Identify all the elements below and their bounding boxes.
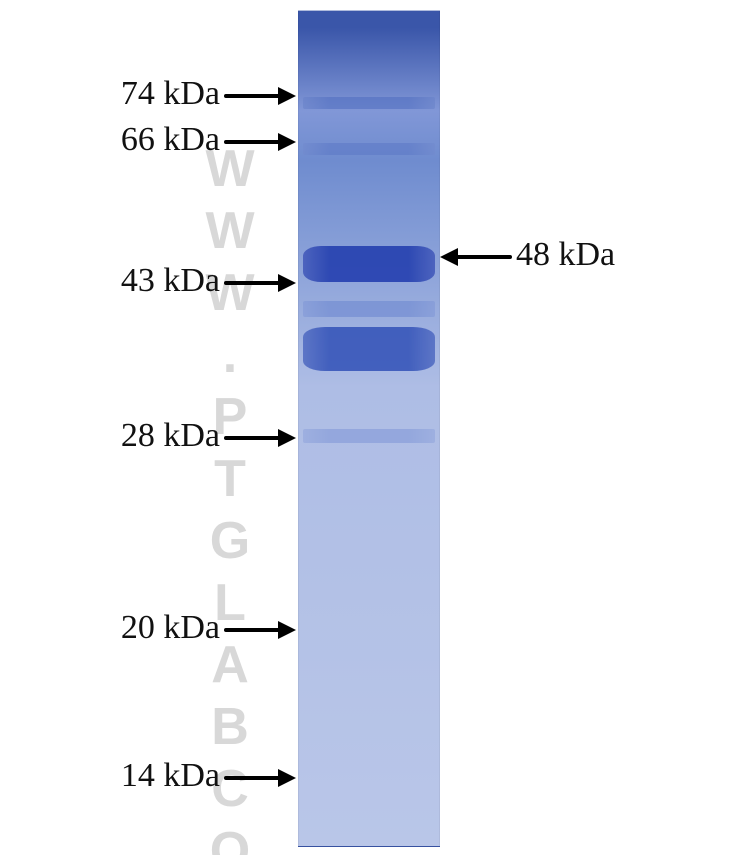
watermark: WWW.PTGLABCOM: [200, 140, 260, 780]
marker-label-left: 28 kDa: [0, 417, 220, 455]
band-major-48: [303, 246, 435, 282]
marker-label-left: 66 kDa: [0, 121, 220, 159]
band-secondary: [303, 327, 435, 371]
marker-label-left: 43 kDa: [0, 262, 220, 300]
band-28: [303, 429, 435, 443]
gel-lane: [298, 10, 440, 847]
band-66: [303, 143, 435, 155]
band-43ish: [303, 301, 435, 317]
marker-label-left: 14 kDa: [0, 757, 220, 795]
band-74: [303, 97, 435, 109]
marker-label-left: 74 kDa: [0, 75, 220, 113]
marker-label-right: 48 kDa: [516, 236, 615, 274]
marker-label-left: 20 kDa: [0, 609, 220, 647]
